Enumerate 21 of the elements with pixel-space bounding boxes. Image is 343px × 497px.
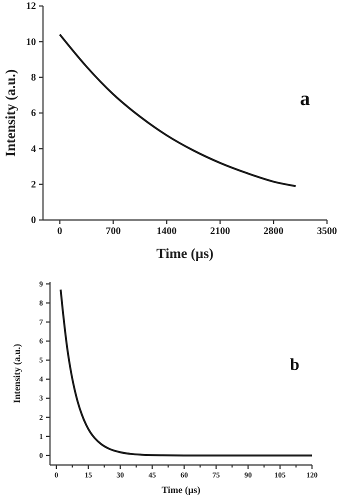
annotation: a: [300, 88, 310, 110]
y-tick-label: 4: [31, 144, 36, 155]
x-axis-title: Time (µs): [162, 486, 200, 496]
annotation: b: [290, 355, 300, 374]
y-axis-title: Intensity (a.u.): [13, 344, 24, 404]
line-series: [58, 34, 297, 188]
x-tick-label: 0: [57, 226, 62, 238]
y-axis-title: Intensity (a.u.): [4, 68, 20, 157]
line-series: [60, 288, 313, 456]
x-axis-title: Time (µs): [156, 247, 214, 262]
x-tick-label: 700: [106, 226, 121, 238]
y-tick-label: 10: [26, 36, 36, 48]
x-tick-label: 2100: [210, 226, 230, 238]
y-tick-label: 8: [31, 72, 36, 84]
y-tick-label: 0: [31, 215, 36, 226]
x-tick-label: 3500: [317, 226, 337, 238]
y-tick-label: 2: [31, 180, 36, 191]
y-tick-label: 6: [31, 108, 36, 120]
x-tick-label: 2800: [264, 226, 284, 238]
x-tick-label: 1400: [156, 226, 177, 238]
y-tick-label: 12: [26, 1, 36, 12]
